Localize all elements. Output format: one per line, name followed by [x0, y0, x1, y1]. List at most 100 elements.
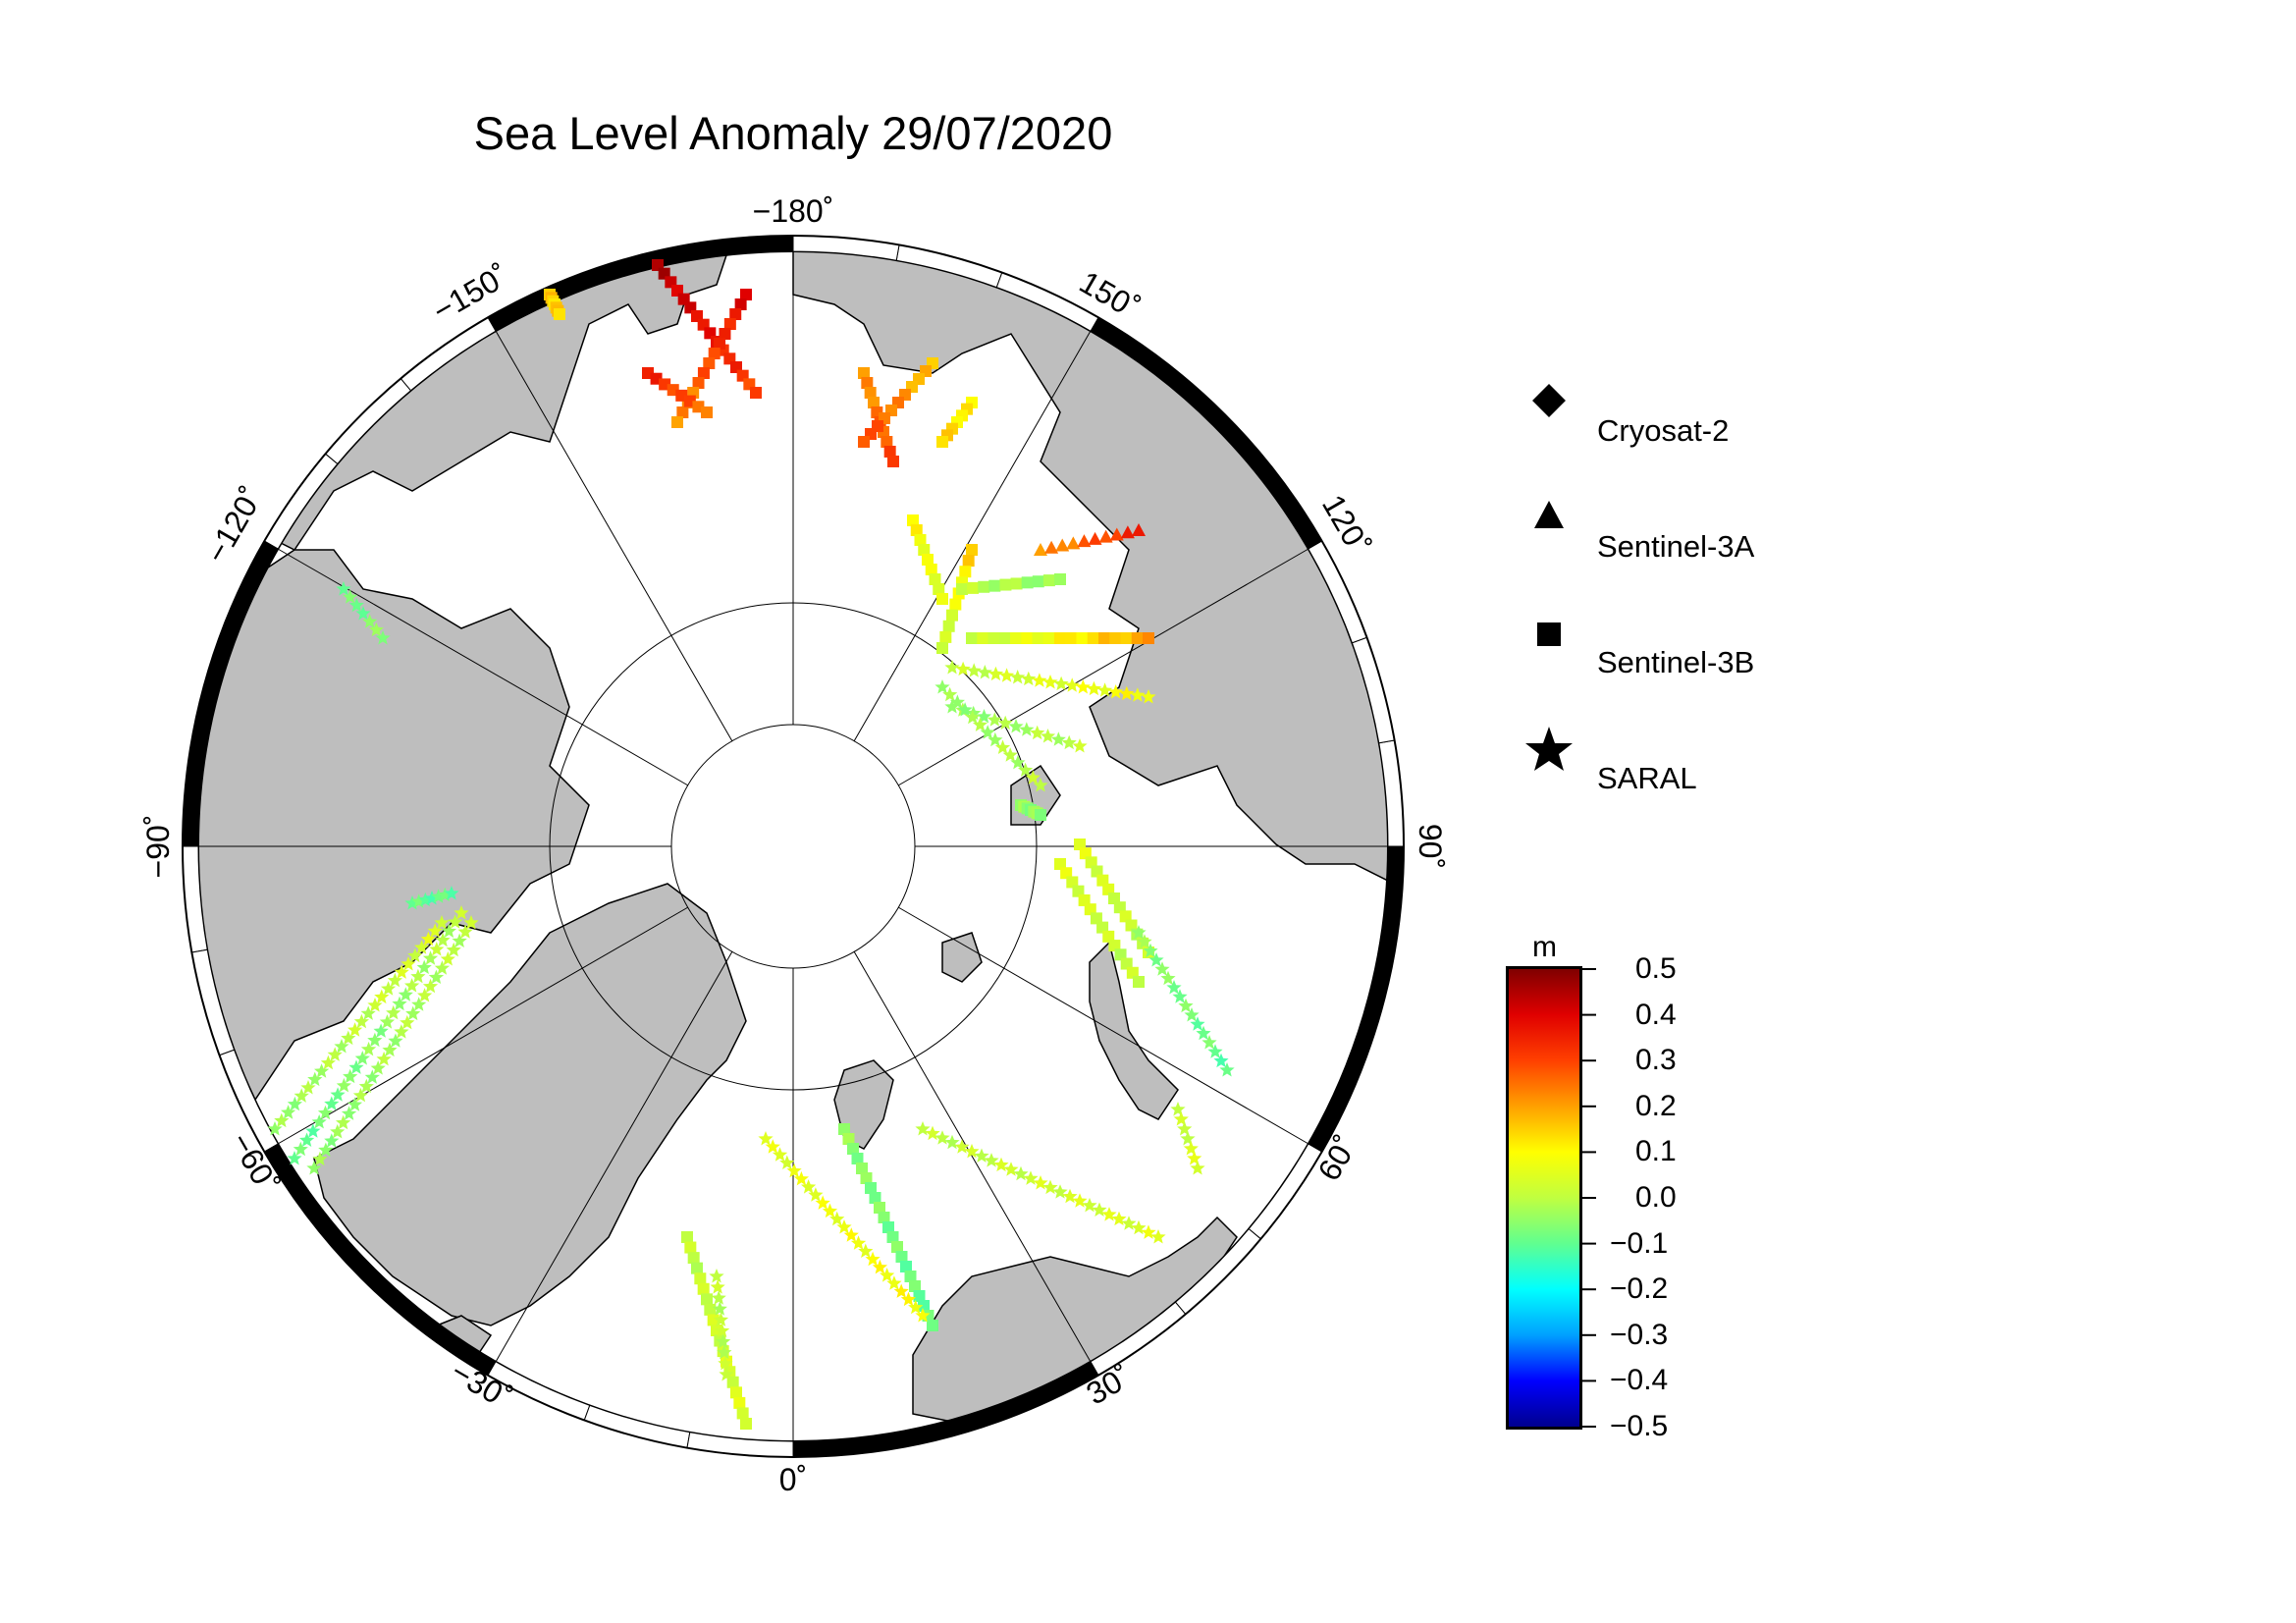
track-point: [717, 1344, 732, 1360]
track-point: [394, 1024, 409, 1039]
track-point: [865, 1182, 877, 1194]
track-point: [1055, 538, 1070, 552]
track-point: [1166, 980, 1182, 995]
track-point: [417, 988, 433, 1002]
track-point: [441, 923, 456, 938]
track-point: [424, 891, 440, 905]
track-point: [972, 717, 988, 731]
track-point: [414, 940, 430, 954]
track-point: [861, 377, 874, 389]
track-point: [287, 1096, 302, 1111]
track-point: [719, 1367, 734, 1381]
track-point: [933, 583, 945, 595]
track-point: [1030, 725, 1045, 740]
track-point: [410, 968, 426, 984]
track-point: [434, 915, 450, 930]
track-point: [915, 1308, 931, 1323]
land-novaya-zemlya: [1089, 941, 1179, 1120]
graticule: [198, 251, 1388, 1441]
track-point: [370, 1060, 386, 1075]
track-point: [1101, 1207, 1117, 1221]
track-point: [1072, 738, 1088, 753]
track-point: [733, 1396, 746, 1409]
track-point: [918, 1300, 930, 1312]
track-point: [1075, 679, 1091, 694]
track-point: [860, 1172, 873, 1184]
track-point: [936, 642, 948, 654]
track-point: [1201, 1035, 1217, 1050]
track-point: [1180, 1131, 1196, 1146]
track-point: [966, 632, 978, 644]
track-point: [1096, 921, 1109, 934]
track-point: [1019, 722, 1035, 736]
track-point: [959, 566, 972, 578]
track-point: [927, 1320, 938, 1331]
track-point: [1035, 809, 1046, 821]
track-point: [1061, 734, 1077, 750]
track-point: [882, 1221, 894, 1233]
track-point: [1131, 1219, 1147, 1235]
track-point: [671, 416, 683, 428]
track-point: [829, 1211, 845, 1226]
track-point: [707, 1314, 720, 1326]
colorbar-tick-label: −0.4: [1610, 1364, 1669, 1397]
track-point: [287, 1151, 302, 1165]
track-point: [374, 989, 390, 1004]
legend-item-sentinel3b: Sentinel-3B: [1526, 605, 1880, 721]
track-point: [1111, 1211, 1127, 1226]
track-point: [914, 534, 927, 546]
track-point: [341, 1106, 357, 1120]
track-point: [1053, 676, 1069, 691]
track-point: [694, 1272, 707, 1285]
track-point: [307, 1071, 323, 1087]
frame-ring: [182, 235, 1405, 1458]
track-point: [341, 1030, 356, 1046]
track-point: [1040, 729, 1056, 743]
track-point: [868, 397, 880, 408]
track-point: [966, 663, 982, 677]
track-point: [281, 1105, 296, 1119]
colorbar-tick-label: 0.4: [1635, 998, 1677, 1031]
track-point: [367, 998, 383, 1012]
track-point: [843, 1227, 859, 1242]
track-point: [1065, 632, 1078, 644]
track-point: [457, 924, 473, 939]
track-point: [352, 1087, 368, 1103]
colorbar: [1506, 966, 1582, 1430]
track-point: [1096, 874, 1109, 887]
track-point: [1010, 670, 1026, 684]
track-point: [318, 1142, 334, 1157]
track-point: [1021, 632, 1034, 644]
track-point: [697, 1282, 710, 1295]
track-point: [1050, 731, 1066, 746]
track-point: [925, 564, 937, 575]
legend-item-cryosat: Cryosat-2: [1526, 373, 1880, 489]
track-point: [327, 1047, 343, 1061]
track-point: [300, 1080, 316, 1095]
track-point: [347, 1022, 363, 1037]
track-point: [305, 1123, 321, 1138]
track-point: [330, 1087, 346, 1102]
track-point: [429, 942, 445, 956]
track-point: [1178, 998, 1194, 1013]
track-point: [942, 686, 958, 702]
track-point: [1054, 632, 1066, 644]
track-point: [294, 1088, 309, 1103]
track-point: [974, 1148, 989, 1163]
track-point: [714, 1323, 730, 1337]
track-point: [864, 387, 877, 399]
track-point: [883, 446, 896, 458]
track-point: [865, 1251, 881, 1267]
track-point: [420, 931, 436, 947]
track-point: [765, 1139, 780, 1154]
track-point: [716, 1333, 731, 1349]
track-point: [1150, 1229, 1166, 1244]
track-point: [984, 1153, 999, 1167]
track-point: [1096, 682, 1113, 697]
track-point: [1002, 747, 1018, 762]
track-point: [554, 308, 565, 320]
track-point: [1113, 901, 1126, 914]
track-point: [1010, 754, 1026, 770]
track-point: [713, 1312, 729, 1326]
track-point: [435, 932, 451, 947]
